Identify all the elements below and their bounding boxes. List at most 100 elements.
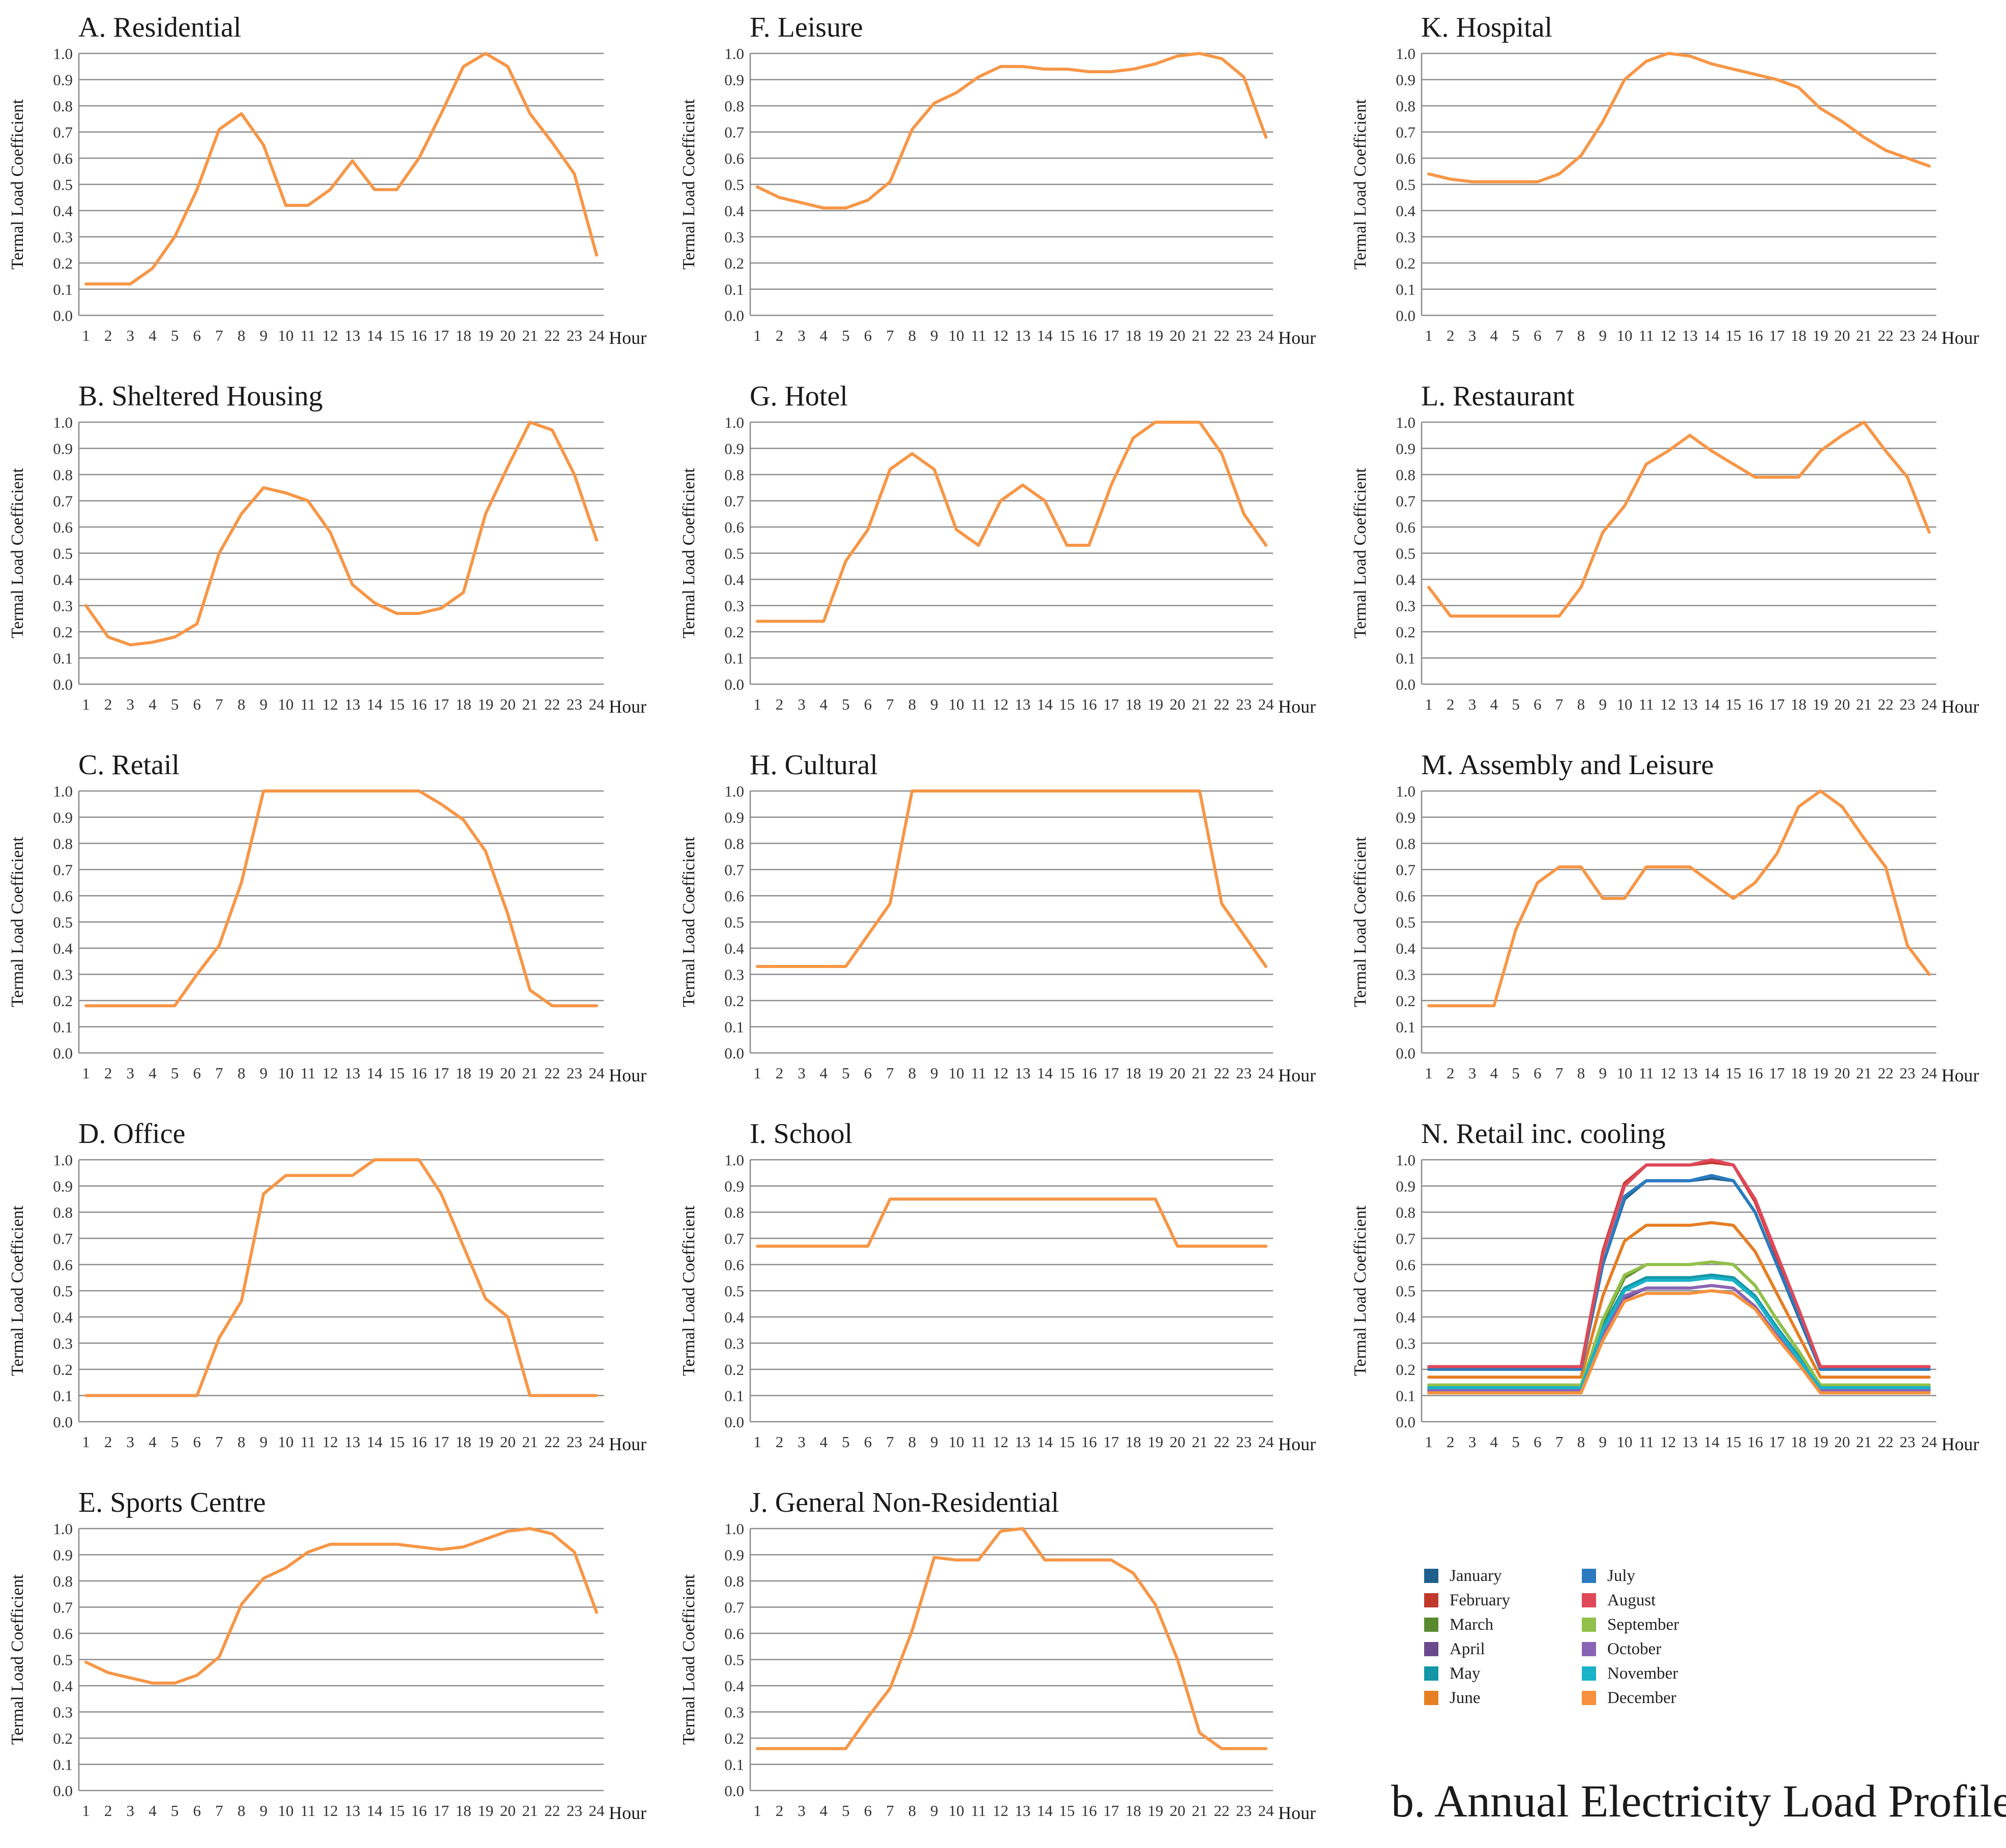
x-tick-label: 22 [1878,327,1894,344]
chart-title: C. Retail [78,749,180,781]
x-tick-label: 15 [389,695,405,713]
x-tick-label: 10 [949,695,964,713]
x-tick-label: 22 [1214,1064,1230,1082]
x-tick-label: 6 [864,1433,872,1451]
x-tick-label: 20 [1170,327,1186,344]
x-tick-label: 14 [1037,695,1053,713]
x-tick-label: 6 [864,1802,872,1820]
x-tick-label: 24 [1258,1064,1275,1082]
x-tick-label: 8 [238,695,246,713]
x-tick-label: 19 [478,1064,493,1082]
x-tick-label: 23 [567,1064,582,1082]
x-tick-label: 14 [367,1064,383,1082]
y-tick-label: 0.2 [53,623,73,641]
x-tick-label: 5 [1512,695,1520,713]
chart-14: J. General Non-Residential 0.0 0.1 0.2 0.3 0.… [680,1487,1316,1823]
x-tick-label: 12 [322,695,338,713]
x-tick-label: 4 [149,1064,157,1082]
x-tick-label: 10 [278,1433,293,1451]
y-tick-label: 0.4 [724,1308,744,1326]
x-tick-label: 5 [1512,1433,1520,1451]
x-tick-label: 12 [993,1802,1009,1820]
x-tick-label: 9 [259,1802,268,1820]
x-tick-label: 5 [171,1064,179,1082]
x-tick-label: 17 [433,1433,449,1451]
x-tick-label: 24 [589,1802,605,1820]
x-tick-label: 21 [1192,1064,1207,1082]
series-line [1427,1221,1931,1379]
y-tick-label: 0.6 [53,1256,73,1274]
series-line [84,52,598,286]
y-axis-label: Termal Load Coefficient [1351,99,1370,270]
x-axis-label: Hour [1278,1434,1316,1454]
x-axis-label: Hour [609,1803,646,1823]
x-tick-label: 17 [433,1802,449,1820]
x-tick-label: 11 [1639,1064,1654,1082]
x-tick-label: 4 [820,695,828,713]
legend-label: April [1450,1639,1485,1658]
x-tick-label: 19 [1147,327,1163,344]
y-tick-label: 0.4 [1396,571,1415,589]
chart-title: J. General Non-Residential [750,1487,1059,1518]
y-tick-label: 0.0 [724,307,744,325]
y-tick-label: 0.6 [724,1625,744,1642]
x-tick-label: 9 [1599,1064,1607,1082]
x-tick-label: 13 [344,327,360,344]
x-tick-label: 15 [389,1802,405,1820]
x-tick-label: 11 [301,327,316,344]
y-tick-label: 0.0 [53,1413,73,1431]
x-tick-label: 22 [544,1802,560,1820]
y-tick-label: 0.2 [1396,992,1415,1010]
x-tick-label: 6 [193,1802,201,1820]
y-tick-label: 0.4 [53,1677,73,1695]
legend-label: March [1450,1615,1494,1634]
y-tick-label: 0.8 [53,97,73,115]
y-tick-label: 0.7 [53,1230,73,1248]
x-tick-label: 5 [842,1802,850,1820]
y-tick-label: 0.8 [724,97,744,115]
legend-item-may: May [1424,1663,1481,1684]
y-tick-label: 0.9 [724,1546,744,1564]
y-tick-label: 1.0 [724,45,744,63]
y-tick-label: 0.6 [1396,1256,1415,1274]
x-tick-label: 23 [1236,1802,1252,1820]
x-tick-label: 7 [886,1433,894,1451]
y-tick-label: 0.7 [1396,1230,1415,1248]
x-tick-label: 2 [104,327,112,344]
y-axis-label: Termal Load Coefficient [680,1574,698,1745]
x-tick-label: 1 [1425,695,1433,713]
legend-label: December [1607,1688,1676,1707]
x-tick-label: 3 [127,1802,135,1820]
y-tick-label: 0.2 [53,254,73,272]
y-tick-label: 0.4 [724,1677,744,1695]
x-tick-label: 18 [1791,1064,1807,1082]
x-tick-label: 1 [753,1433,761,1451]
x-tick-label: 12 [322,1802,338,1820]
y-tick-label: 0.0 [53,1782,73,1800]
x-tick-label: 10 [1617,695,1633,713]
legend-swatch [1582,1666,1596,1681]
x-tick-label: 5 [171,1433,179,1451]
y-axis-label: Termal Load Coefficient [1351,1205,1370,1376]
x-tick-label: 19 [1813,327,1828,344]
x-tick-label: 5 [171,695,179,713]
x-tick-label: 12 [993,1433,1009,1451]
y-tick-label: 0.1 [1396,1018,1415,1036]
x-tick-label: 4 [149,327,157,344]
x-tick-label: 21 [1192,327,1207,344]
x-tick-label: 5 [171,1802,179,1820]
x-tick-label: 18 [1791,695,1807,713]
x-tick-label: 15 [389,1064,405,1082]
y-tick-label: 0.1 [724,1018,744,1036]
x-tick-label: 9 [930,1802,938,1820]
y-tick-label: 0.9 [53,71,73,89]
x-tick-label: 18 [1126,1433,1141,1451]
x-tick-label: 7 [886,327,894,344]
y-tick-label: 0.1 [724,650,744,667]
x-tick-label: 21 [522,695,538,713]
x-tick-label: 7 [886,695,894,713]
series-line [1427,1174,1931,1371]
y-axis-label: Termal Load Coefficient [680,467,698,638]
legend-swatch [1582,1593,1596,1607]
x-tick-label: 18 [1126,1064,1141,1082]
